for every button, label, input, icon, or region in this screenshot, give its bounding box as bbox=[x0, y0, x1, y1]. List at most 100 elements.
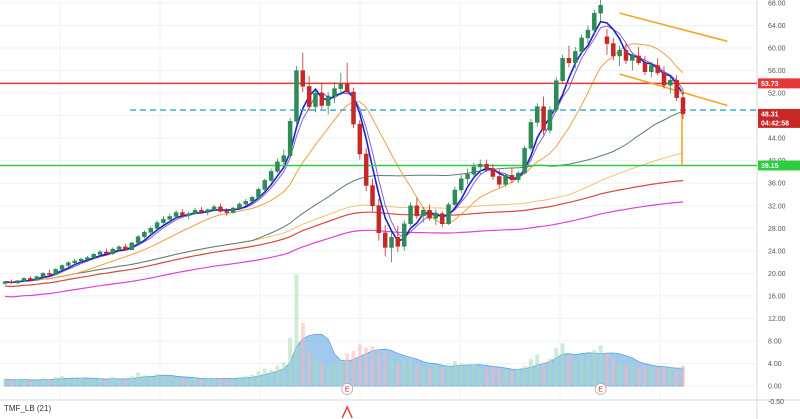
volume-bar bbox=[446, 364, 451, 386]
axis-tick-label: 16.00 bbox=[768, 293, 786, 300]
volume-bar bbox=[250, 374, 255, 386]
candle-body bbox=[9, 281, 14, 284]
ma-dark-line bbox=[4, 110, 684, 283]
candle-body bbox=[256, 189, 261, 198]
earnings-marker[interactable] bbox=[594, 383, 607, 395]
candle-body bbox=[148, 228, 153, 233]
volume-bar bbox=[256, 371, 261, 386]
candle-body bbox=[262, 180, 268, 190]
volume-bar bbox=[535, 354, 540, 386]
candle-body bbox=[135, 236, 141, 244]
price-tag-text: 39.15 bbox=[761, 163, 779, 170]
volume-bar bbox=[459, 363, 464, 386]
volume-bar bbox=[560, 343, 565, 386]
candle-body bbox=[477, 163, 483, 168]
candle-body bbox=[541, 106, 546, 131]
volume-bar bbox=[15, 379, 20, 386]
axis-tick-label: 52.00 bbox=[768, 91, 786, 98]
candle-body bbox=[40, 273, 46, 277]
volume-bar bbox=[66, 378, 71, 386]
earnings-marker[interactable] bbox=[341, 383, 354, 395]
candle-body bbox=[408, 205, 413, 225]
candle-body bbox=[642, 62, 648, 72]
candle-body bbox=[218, 206, 223, 212]
volume-bar bbox=[522, 365, 527, 386]
candle-body bbox=[110, 248, 115, 254]
candle-body bbox=[420, 210, 426, 217]
candle-body bbox=[243, 201, 249, 205]
moving-averages bbox=[4, 20, 684, 298]
candle-body bbox=[636, 55, 641, 63]
volume-bar bbox=[503, 370, 508, 386]
candle-body bbox=[471, 166, 477, 175]
candle-body bbox=[503, 175, 508, 185]
candle-body bbox=[199, 210, 204, 213]
channel-lines bbox=[619, 12, 728, 166]
volume-bar bbox=[326, 365, 331, 386]
volume-bar bbox=[383, 351, 388, 386]
volume-bar bbox=[433, 365, 438, 386]
volume-bar bbox=[541, 362, 546, 386]
volume-bar bbox=[243, 375, 248, 386]
horizontal-levels bbox=[0, 82, 757, 167]
volume-bar bbox=[389, 358, 394, 386]
volume-bar bbox=[516, 369, 521, 386]
candle-body bbox=[344, 83, 350, 93]
candle-body bbox=[433, 213, 439, 219]
volume-bar bbox=[528, 358, 533, 386]
axis-tick-label: 64.00 bbox=[768, 23, 786, 30]
candle-body bbox=[180, 212, 185, 216]
price-tag-text: 53.73 bbox=[761, 81, 779, 88]
volume-bar bbox=[136, 372, 141, 386]
volume-bar bbox=[110, 376, 115, 386]
candle-body bbox=[611, 43, 616, 57]
candle-body bbox=[458, 178, 464, 191]
candle-body bbox=[655, 65, 660, 74]
candle-body bbox=[427, 210, 432, 219]
candle-body bbox=[395, 237, 401, 247]
volume-bar bbox=[370, 346, 375, 386]
candle-body bbox=[59, 265, 65, 270]
volume-bar bbox=[300, 322, 305, 386]
volume-bar bbox=[497, 368, 502, 386]
volume-bar bbox=[376, 354, 381, 386]
axis-tick-label: 60.00 bbox=[768, 46, 786, 53]
candle-body bbox=[573, 51, 578, 63]
candle-body bbox=[516, 172, 521, 181]
volume-bar bbox=[478, 367, 483, 386]
volume-bar bbox=[231, 378, 236, 386]
volume-bar bbox=[307, 349, 312, 386]
volume-bar bbox=[224, 379, 229, 386]
volume-bar bbox=[212, 377, 217, 386]
volume-bar bbox=[9, 380, 14, 386]
volume-bar bbox=[142, 375, 147, 386]
volume-bar bbox=[440, 369, 445, 386]
volume-bar bbox=[617, 362, 622, 386]
volume-bar bbox=[471, 364, 476, 386]
candle-body bbox=[674, 79, 679, 98]
volume-bar bbox=[91, 378, 96, 386]
axis-tick-label: 36.00 bbox=[768, 181, 786, 188]
volume-bar bbox=[674, 370, 679, 386]
ma-fast-line bbox=[4, 20, 684, 284]
volume-bar bbox=[155, 373, 160, 386]
candle-body bbox=[287, 121, 293, 156]
volume-bars bbox=[3, 274, 685, 386]
candle-body bbox=[566, 57, 572, 63]
volume-bar bbox=[592, 349, 597, 386]
volume-bar bbox=[72, 379, 77, 386]
volume-bar bbox=[281, 362, 286, 386]
ma-violet-line bbox=[4, 25, 684, 283]
candle-body bbox=[490, 168, 496, 177]
volume-bar bbox=[275, 365, 280, 386]
candle-body bbox=[2, 281, 8, 284]
candle-body bbox=[509, 175, 515, 181]
volume-bar bbox=[490, 366, 495, 386]
candle-body bbox=[78, 259, 84, 262]
volume-bar bbox=[655, 369, 660, 386]
volume-bar bbox=[104, 380, 109, 386]
volume-bar bbox=[47, 379, 52, 386]
candle-body bbox=[680, 97, 686, 115]
